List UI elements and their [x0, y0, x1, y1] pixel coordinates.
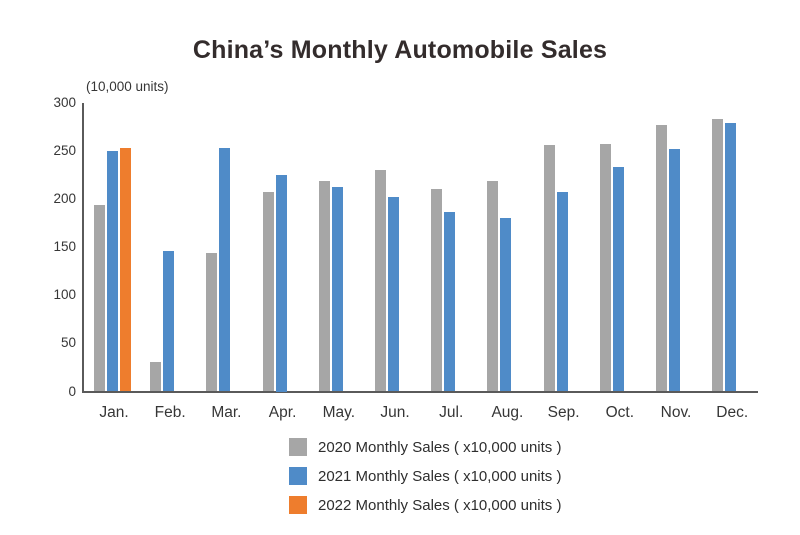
y-tick-label: 100 [53, 287, 76, 303]
x-tick-label: Sep. [547, 403, 580, 421]
bar-2021-mar [219, 148, 231, 392]
bar-2020-mar [206, 253, 218, 392]
bar-2021-nov [669, 149, 680, 392]
bar-2020-may [318, 180, 330, 392]
x-tick-label: Jun. [380, 403, 410, 421]
legend-label: 2021 Monthly Sales ( x10,000 units ) [318, 467, 562, 485]
x-tick-label: Aug. [491, 403, 524, 421]
x-tick-label: Apr. [268, 403, 297, 421]
bar-2021-apr [275, 175, 287, 392]
x-tick-label: Feb. [154, 403, 186, 421]
x-tick-label: Oct. [605, 403, 635, 421]
bar-2021-oct [612, 167, 624, 392]
bar-2020-apr [262, 192, 274, 392]
bar-2020-jan [94, 204, 105, 392]
x-tick-label: Jul. [439, 403, 464, 421]
bar-2020-aug [487, 180, 499, 392]
y-axis-unit-label: (10,000 units) [86, 79, 169, 94]
bar-2021-may [331, 186, 343, 392]
bar-2020-dec [712, 119, 724, 392]
x-tick-label: Mar. [211, 403, 242, 421]
bar-2020-sep [543, 145, 555, 392]
legend-swatch-icon [289, 467, 307, 485]
y-tick-label: 0 [68, 383, 76, 399]
bar-2020-jul [431, 188, 443, 392]
legend-item: 2021 Monthly Sales ( x10,000 units ) [289, 467, 561, 485]
bar-2021-jul [444, 211, 456, 392]
legend-item: 2020 Monthly Sales ( x10,000 units ) [289, 438, 561, 456]
x-tick-label: May. [322, 403, 356, 421]
bar-2020-jun [375, 170, 386, 392]
bar-2020-oct [599, 144, 611, 392]
y-axis-line [82, 103, 84, 392]
y-tick-label: 300 [53, 95, 76, 110]
y-tick-label: 200 [53, 191, 76, 207]
chart-title: China’s Monthly Automobile Sales [192, 36, 608, 64]
legend-label: 2020 Monthly Sales ( x10,000 units ) [318, 438, 562, 456]
bar-2021-dec [725, 123, 737, 392]
bar-2021-aug [500, 218, 512, 392]
bar-2021-sep [556, 192, 568, 392]
legend-swatch-icon [289, 438, 307, 456]
x-tick-label: Jan. [99, 403, 129, 421]
x-tick-label: Nov. [660, 403, 692, 421]
bar-2022-jan [120, 148, 131, 392]
y-tick-label: 250 [53, 143, 76, 159]
y-tick-label: 50 [60, 335, 76, 351]
legend-swatch-icon [289, 496, 307, 514]
bar-2021-jan [107, 151, 118, 392]
y-tick-label: 150 [53, 239, 76, 255]
x-axis-line [82, 390, 758, 393]
legend-label: 2022 Monthly Sales ( x10,000 units ) [318, 496, 562, 514]
bar-2021-feb [163, 251, 175, 392]
x-tick-label: Dec. [716, 403, 749, 421]
bar-2021-jun [388, 197, 399, 392]
legend-item: 2022 Monthly Sales ( x10,000 units ) [289, 496, 561, 514]
bar-2020-nov [656, 125, 667, 392]
legend: 2020 Monthly Sales ( x10,000 units ) 2021… [289, 438, 561, 514]
bar-2020-feb [150, 361, 162, 392]
